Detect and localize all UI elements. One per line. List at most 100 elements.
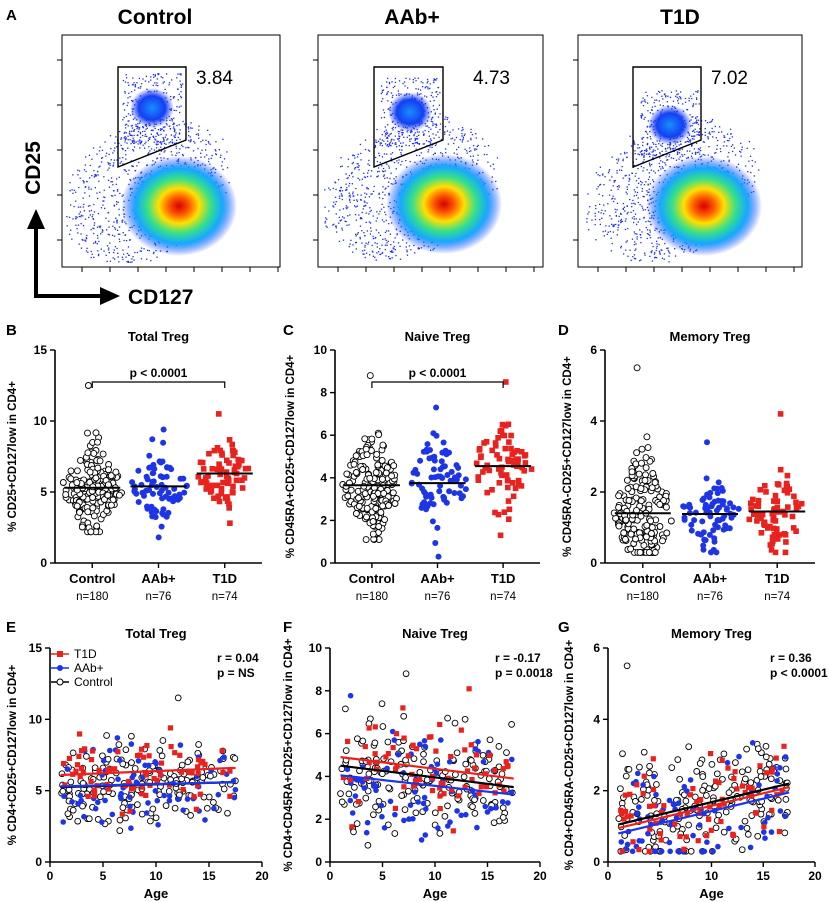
flow-event	[172, 97, 175, 99]
flow-event	[728, 140, 730, 142]
gate-value-t1d: 7.02	[711, 68, 748, 89]
flow-event	[378, 192, 380, 194]
flow-event	[130, 125, 133, 127]
flow-event	[360, 194, 362, 196]
flow-event	[686, 150, 688, 152]
flow-event	[484, 145, 486, 147]
flow-event	[84, 218, 87, 220]
data-point-control	[366, 372, 374, 380]
data-point-control	[96, 793, 104, 801]
data-point-t1d	[771, 507, 777, 513]
data-point-control	[134, 801, 141, 808]
flow-event	[122, 148, 124, 151]
flow-event	[128, 84, 130, 86]
flow-event	[135, 123, 137, 126]
flow-event	[623, 151, 626, 154]
data-point-t1d	[154, 777, 160, 783]
flow-event	[372, 238, 375, 240]
data-point-t1d	[514, 448, 520, 454]
flow-event	[125, 240, 128, 242]
data-point-control	[115, 741, 123, 748]
flow-event	[732, 144, 734, 146]
y-tick-label: 6	[590, 343, 597, 357]
data-point-t1d	[216, 464, 223, 471]
flow-event	[131, 140, 133, 142]
flow-event	[612, 185, 614, 187]
flow-event	[635, 180, 638, 182]
flow-event	[139, 87, 141, 89]
flow-event	[377, 251, 380, 253]
flow-event	[89, 164, 91, 167]
flow-event	[408, 145, 410, 147]
flow-event	[157, 143, 159, 145]
flow-event	[125, 158, 127, 160]
data-point-control	[69, 806, 77, 814]
flow-event	[365, 252, 368, 254]
flow-event	[80, 223, 82, 225]
data-point-control	[104, 491, 112, 499]
flow-event	[155, 139, 157, 141]
flow-event	[381, 144, 383, 147]
category-label: Control	[69, 571, 115, 586]
flow-event	[387, 140, 389, 142]
flow-event	[386, 144, 389, 146]
flow-event	[415, 142, 417, 144]
flow-event	[180, 86, 182, 88]
flow-event	[113, 204, 115, 206]
data-point-aab	[442, 447, 449, 454]
data-point-control	[90, 512, 98, 520]
flow-event	[444, 133, 446, 135]
data-point-aab	[146, 452, 153, 459]
flow-event	[711, 131, 713, 133]
flow-event	[146, 249, 149, 251]
flow-event	[649, 156, 651, 158]
data-point-t1d	[748, 506, 754, 512]
data-point-t1d	[772, 492, 779, 499]
flow-event	[370, 175, 372, 177]
flow-event	[646, 190, 648, 192]
data-point-aab	[61, 793, 67, 799]
flow-event	[159, 128, 162, 130]
flow-event	[652, 156, 654, 159]
flow-event	[659, 166, 661, 168]
flow-event	[112, 225, 114, 227]
flow-event	[386, 92, 388, 94]
flow-event	[164, 88, 166, 90]
flow-event	[222, 138, 224, 140]
data-point-t1d	[157, 772, 164, 778]
flow-event	[375, 236, 377, 239]
flow-event	[146, 127, 148, 129]
flow-event	[122, 119, 124, 121]
flow-event	[715, 137, 717, 139]
flow-event	[363, 253, 365, 255]
flow-event	[361, 211, 363, 214]
flow-event	[148, 137, 150, 139]
data-point-control	[122, 746, 130, 754]
flow-event	[162, 77, 164, 79]
flow-event	[611, 198, 613, 200]
flow-event	[100, 233, 102, 235]
flow-event	[174, 136, 176, 139]
flow-event	[704, 120, 707, 122]
flow-event	[187, 146, 189, 148]
panel-label-f: F	[283, 619, 292, 636]
flow-event	[679, 96, 682, 99]
flow-event	[162, 137, 164, 139]
flow-event	[361, 250, 364, 252]
flow-event	[84, 164, 87, 166]
flow-event	[665, 150, 667, 152]
flow-event	[222, 168, 224, 171]
flow-event	[661, 249, 663, 251]
flow-event	[649, 165, 651, 167]
flow-event	[677, 152, 679, 154]
flow-event	[177, 99, 179, 101]
flow-event	[399, 135, 401, 138]
data-point-t1d	[79, 748, 85, 754]
data-point-control	[92, 429, 100, 437]
flow-event	[397, 138, 399, 140]
flow-event	[207, 129, 209, 131]
flow-event	[696, 91, 699, 93]
data-point-t1d	[770, 514, 777, 521]
flow-event	[624, 228, 627, 231]
flow-event	[178, 93, 180, 95]
